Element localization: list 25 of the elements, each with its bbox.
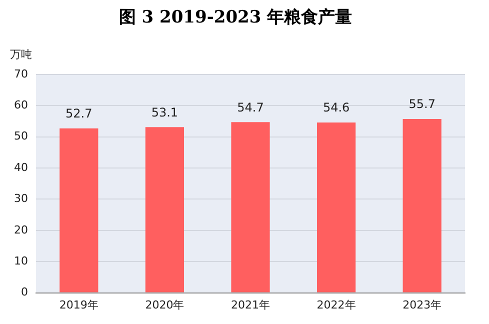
x-tick-label: 2019年	[59, 298, 98, 312]
data-label: 54.6	[322, 100, 350, 115]
bar	[402, 119, 442, 292]
x-tick-label: 2023年	[402, 298, 442, 312]
y-tick-label: 30	[14, 192, 28, 206]
data-label: 53.1	[151, 105, 178, 120]
y-tick-label: 10	[14, 254, 28, 268]
data-label: 52.7	[66, 106, 92, 120]
y-axis-title: 万吨	[10, 48, 32, 61]
y-tick-label: 0	[20, 286, 28, 299]
bar	[231, 122, 270, 292]
y-tick-label: 60	[14, 98, 28, 112]
bar	[316, 122, 356, 292]
bar	[145, 127, 184, 292]
y-tick-label: 50	[14, 130, 28, 143]
data-label: 54.7	[237, 100, 264, 114]
chart-title: 图 3 2019-2023 年粮食产量	[118, 8, 352, 28]
bar	[60, 128, 98, 292]
x-tick-label: 2022年	[316, 298, 356, 312]
y-tick-label: 20	[14, 223, 28, 236]
y-tick-label: 40	[14, 160, 28, 174]
y-tick-label: 70	[14, 67, 28, 80]
data-label: 55.7	[408, 97, 436, 112]
x-tick-label: 2021年	[231, 298, 270, 312]
x-tick-label: 2020年	[145, 298, 184, 312]
